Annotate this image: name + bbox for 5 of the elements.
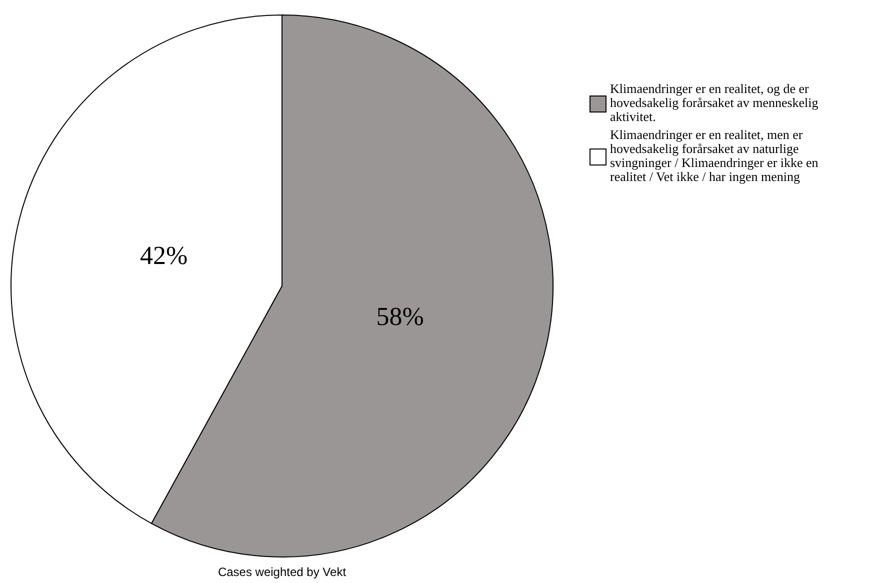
legend-label: Klimaendringer er en realitet, og de er hovedsakelig forårsaket av menneskelig aktivitet.	[610, 81, 819, 124]
text: Cases weighted by Vekt	[218, 565, 347, 579]
legend-label: Klimaendringer er en realitet, men er hovedsakelig forårsaket av naturlige svingninger / Klimaendringer er ikke en realitet / Vet ikke / har ingen mening	[610, 127, 819, 184]
data-label: 42%	[140, 241, 188, 270]
data-label: 58%	[376, 302, 424, 331]
